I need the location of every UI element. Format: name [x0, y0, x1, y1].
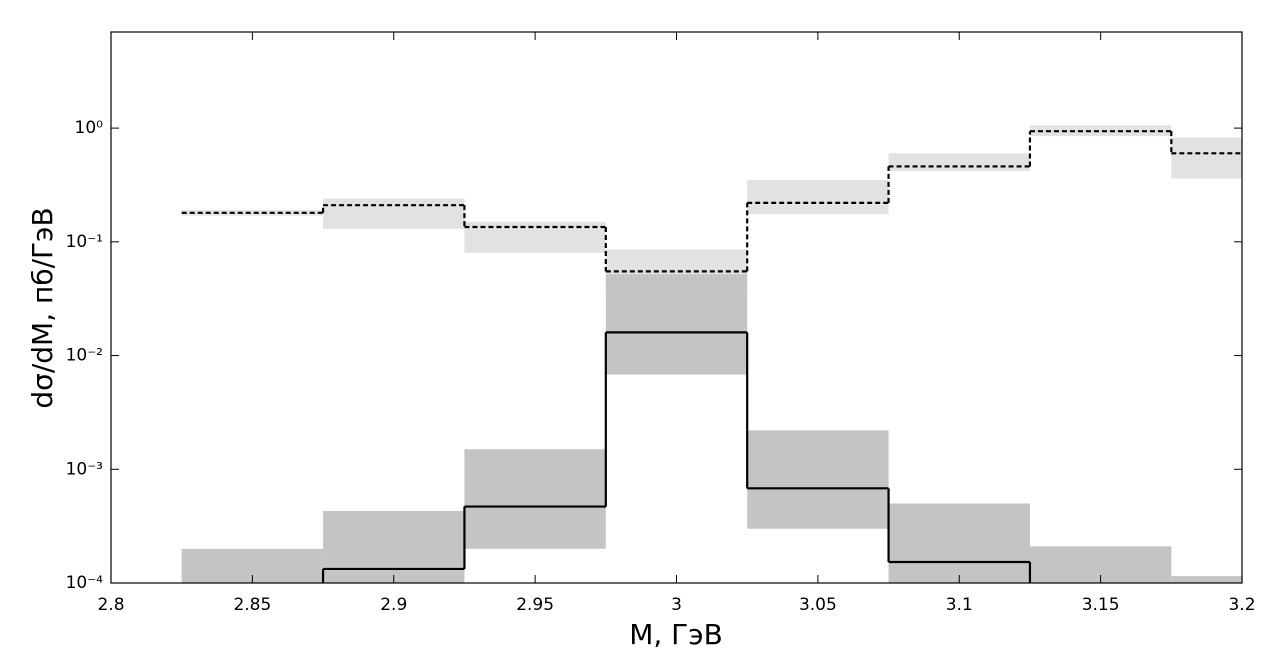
- x-tick-label: 2.8: [97, 595, 124, 615]
- uncertainty-band: [464, 221, 606, 253]
- x-tick-label: 3.1: [946, 595, 973, 615]
- uncertainty-band: [1171, 137, 1242, 179]
- uncertainty-band: [605, 274, 748, 375]
- uncertainty-band: [888, 503, 1030, 583]
- uncertainty-band: [181, 210, 324, 216]
- x-tick-label: 2.9: [380, 595, 407, 615]
- plot-area: [181, 125, 1242, 583]
- x-tick-label: 3.15: [1082, 595, 1120, 615]
- uncertainty-band: [323, 510, 465, 583]
- y-tick-label: 10⁻²: [66, 346, 103, 366]
- y-axis-label: dσ/dM, пб/ГэВ: [26, 207, 59, 408]
- y-tick-label: 10⁻¹: [66, 232, 103, 252]
- uncertainty-band: [747, 179, 889, 215]
- y-tick-label: 10⁰: [75, 118, 104, 138]
- y-tick-label: 10⁻⁴: [66, 573, 104, 593]
- y-tick-label: 10⁻³: [66, 459, 103, 479]
- x-axis-label: M, ГэВ: [629, 618, 723, 651]
- uncertainty-band: [747, 430, 889, 529]
- x-tick-label: 3: [671, 595, 682, 615]
- uncertainty-band: [464, 449, 606, 549]
- x-tick-label: 2.95: [516, 595, 554, 615]
- x-tick-label: 3.05: [799, 595, 837, 615]
- uncertainty-band: [1029, 125, 1172, 137]
- x-tick-label: 2.85: [233, 595, 271, 615]
- uncertainty-band: [1171, 576, 1242, 583]
- x-tick-label: 3.2: [1228, 595, 1255, 615]
- uncertainty-band: [323, 198, 465, 229]
- uncertainty-band: [888, 153, 1030, 171]
